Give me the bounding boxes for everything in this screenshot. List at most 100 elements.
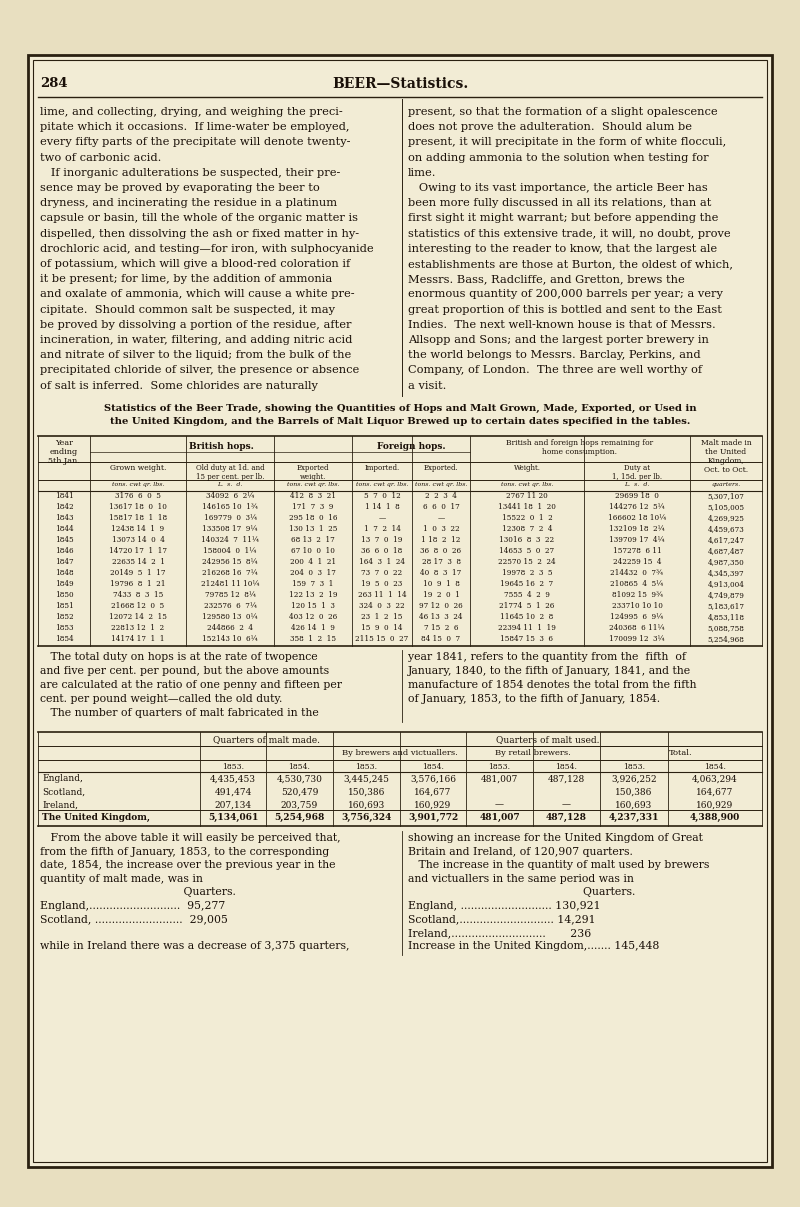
Text: By brewers and victuallers.: By brewers and victuallers. <box>342 750 458 757</box>
Text: 481,007: 481,007 <box>481 775 518 783</box>
Text: 4,345,397: 4,345,397 <box>708 570 744 577</box>
Text: 133508 17  9¼: 133508 17 9¼ <box>202 525 258 533</box>
Text: 6  6  0  17: 6 6 0 17 <box>422 503 459 512</box>
Text: 4,530,730: 4,530,730 <box>277 775 322 783</box>
Text: 46 13  3  24: 46 13 3 24 <box>419 613 462 622</box>
Text: 84 15  0  7: 84 15 0 7 <box>422 635 461 643</box>
Text: showing an increase for the United Kingdom of Great: showing an increase for the United Kingd… <box>408 833 703 844</box>
Text: 160,929: 160,929 <box>696 800 734 810</box>
Text: 169779  0  3¼: 169779 0 3¼ <box>203 514 257 523</box>
Text: The total duty on hops is at the rate of twopence: The total duty on hops is at the rate of… <box>40 652 318 663</box>
Text: 15  9  0  14: 15 9 0 14 <box>362 624 402 632</box>
Text: 1841: 1841 <box>54 492 74 500</box>
Text: 2  2  3  4: 2 2 3 4 <box>425 492 457 500</box>
Text: Quarters of malt made.: Quarters of malt made. <box>213 735 320 745</box>
Text: Total.: Total. <box>669 750 693 757</box>
Text: 324  0  3  22: 324 0 3 22 <box>359 602 405 611</box>
Text: 22813 12  1  2: 22813 12 1 2 <box>111 624 165 632</box>
Text: 21774  5  1  26: 21774 5 1 26 <box>499 602 554 611</box>
Text: 4,853,118: 4,853,118 <box>707 613 745 622</box>
Text: 1853.: 1853. <box>623 763 645 771</box>
Text: Allsopp and Sons; and the largest porter brewery in: Allsopp and Sons; and the largest porter… <box>408 336 709 345</box>
Text: interesting to the reader to know, that the largest ale: interesting to the reader to know, that … <box>408 244 717 253</box>
Text: cent. per pound weight—called the old duty.: cent. per pound weight—called the old du… <box>40 694 282 705</box>
Text: 3,901,772: 3,901,772 <box>408 814 458 822</box>
Text: 22570 15  2  24: 22570 15 2 24 <box>498 559 556 566</box>
Text: 2115 15  0  27: 2115 15 0 27 <box>355 635 409 643</box>
Text: quarters.: quarters. <box>711 482 741 486</box>
Text: 144276 12  5¼: 144276 12 5¼ <box>609 503 665 512</box>
Text: Year
ending
5th Jan.: Year ending 5th Jan. <box>48 439 80 465</box>
Text: 1853.: 1853. <box>222 763 244 771</box>
Text: every fifty parts of the precipitate will denote twenty-: every fifty parts of the precipitate wil… <box>40 138 350 147</box>
Text: 1851: 1851 <box>54 602 74 611</box>
Text: 160,693: 160,693 <box>615 800 653 810</box>
Text: 1845: 1845 <box>54 536 74 544</box>
Text: Foreign hops.: Foreign hops. <box>377 442 446 450</box>
Text: 73  7  0  22: 73 7 0 22 <box>362 570 402 577</box>
Text: year 1841, refers to the quantity from the  fifth  of: year 1841, refers to the quantity from t… <box>408 652 686 663</box>
Text: Ireland,: Ireland, <box>42 800 78 810</box>
Text: 3,445,245: 3,445,245 <box>343 775 390 783</box>
Text: Imported.: Imported. <box>364 463 400 472</box>
Text: 13617 18  0  10: 13617 18 0 10 <box>109 503 167 512</box>
Text: 5,183,617: 5,183,617 <box>707 602 745 611</box>
Text: lime, and collecting, drying, and weighing the preci-: lime, and collecting, drying, and weighi… <box>40 107 342 117</box>
Text: 124995  6  9¼: 124995 6 9¼ <box>610 613 663 622</box>
Text: 15847 15  3  6: 15847 15 3 6 <box>501 635 554 643</box>
Text: 1853.: 1853. <box>489 763 510 771</box>
Text: 81092 15  9¾: 81092 15 9¾ <box>611 591 662 600</box>
Text: first sight it might warrant; but before appending the: first sight it might warrant; but before… <box>408 214 718 223</box>
Text: 21668 12  0  5: 21668 12 0 5 <box>111 602 165 611</box>
Text: been more fully discussed in all its relations, than at: been more fully discussed in all its rel… <box>408 198 711 208</box>
Text: 5,307,107: 5,307,107 <box>707 492 745 500</box>
Text: L.  s.  d.: L. s. d. <box>624 482 650 486</box>
Text: 19796  8  1  21: 19796 8 1 21 <box>110 581 166 588</box>
Text: 203,759: 203,759 <box>281 800 318 810</box>
Text: 1  7  2  14: 1 7 2 14 <box>363 525 401 533</box>
Text: 150,386: 150,386 <box>615 787 653 797</box>
Text: 242259 15  4: 242259 15 4 <box>613 559 662 566</box>
Text: 12308  7  2  4: 12308 7 2 4 <box>502 525 552 533</box>
Text: 412  8  3  21: 412 8 3 21 <box>290 492 336 500</box>
Text: tons. cwt qr. lbs.: tons. cwt qr. lbs. <box>414 482 467 486</box>
Text: From the above table it will easily be perceived that,: From the above table it will easily be p… <box>40 833 341 844</box>
Text: 233710 10 10: 233710 10 10 <box>611 602 662 611</box>
Text: capsule or basin, till the whole of the organic matter is: capsule or basin, till the whole of the … <box>40 214 358 223</box>
Text: 13073 14  0  4: 13073 14 0 4 <box>111 536 165 544</box>
Text: 170099 12  3¼: 170099 12 3¼ <box>610 635 665 643</box>
Text: and five per cent. per pound, but the above amounts: and five per cent. per pound, but the ab… <box>40 666 329 676</box>
Text: 40  8  3  17: 40 8 3 17 <box>420 570 462 577</box>
Text: 159  7  3  1: 159 7 3 1 <box>292 581 334 588</box>
Text: 19978  2  3  5: 19978 2 3 5 <box>502 570 552 577</box>
Text: sence may be proved by evaporating the beer to: sence may be proved by evaporating the b… <box>40 183 320 193</box>
Text: England,...........................  95,277: England,........................... 95,2… <box>40 900 226 911</box>
Text: 1843: 1843 <box>54 514 74 523</box>
Text: 97 12  0  26: 97 12 0 26 <box>419 602 463 611</box>
Text: 3,926,252: 3,926,252 <box>611 775 657 783</box>
Text: 1854.: 1854. <box>555 763 578 771</box>
Text: 1848: 1848 <box>54 570 74 577</box>
Text: 158004  0  1¼: 158004 0 1¼ <box>203 547 257 555</box>
Text: 210865  4  5¼: 210865 4 5¼ <box>610 581 663 588</box>
Text: 1842: 1842 <box>54 503 74 512</box>
Text: 36  6  0  18: 36 6 0 18 <box>362 547 402 555</box>
Text: 7 15  2  6: 7 15 2 6 <box>424 624 458 632</box>
Text: 5,254,968: 5,254,968 <box>274 814 325 822</box>
Text: 520,479: 520,479 <box>281 787 318 797</box>
Text: 2767 11 20: 2767 11 20 <box>506 492 548 500</box>
Text: Quarters of malt used.: Quarters of malt used. <box>496 735 599 745</box>
Text: 68 13  2  17: 68 13 2 17 <box>291 536 335 544</box>
Text: England, ........................... 130,921: England, ........................... 130… <box>408 900 601 911</box>
Text: Grown weight.: Grown weight. <box>110 463 166 472</box>
Text: 150,386: 150,386 <box>348 787 385 797</box>
Text: 13441 18  1  20: 13441 18 1 20 <box>498 503 556 512</box>
Text: it be present; for lime, by the addition of ammonia: it be present; for lime, by the addition… <box>40 274 332 284</box>
Text: while in Ireland there was a decrease of 3,375 quarters,: while in Ireland there was a decrease of… <box>40 941 350 951</box>
Text: Duty at
1, 15d. per lb.: Duty at 1, 15d. per lb. <box>612 463 662 482</box>
Text: 3176  6  0  5: 3176 6 0 5 <box>115 492 161 500</box>
Text: 4,388,900: 4,388,900 <box>690 814 740 822</box>
Text: 79785 12  8¼: 79785 12 8¼ <box>205 591 255 600</box>
Text: quantity of malt made, was in: quantity of malt made, was in <box>40 874 203 884</box>
Text: 171  7  3  9: 171 7 3 9 <box>292 503 334 512</box>
